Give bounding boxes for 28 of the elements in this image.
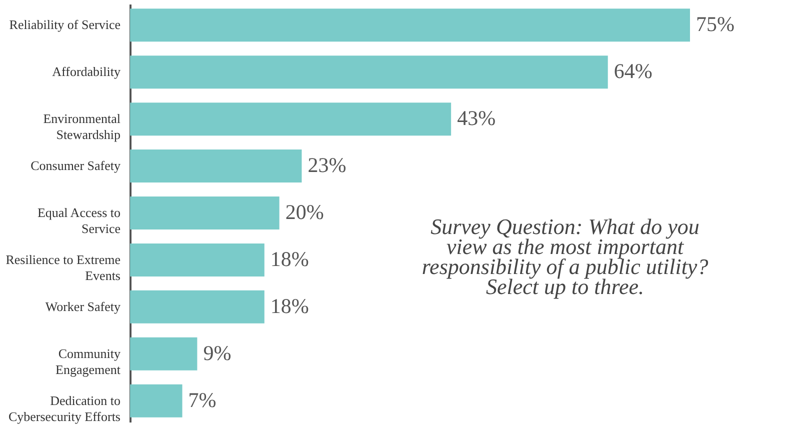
y-tick-label: Environmental Stewardship: [43, 111, 121, 142]
data-label: 64%: [614, 59, 652, 84]
y-tick-label: Consumer Safety: [30, 158, 121, 174]
data-label: 9%: [203, 340, 232, 365]
bar: [130, 290, 264, 324]
y-tick-label: Worker Safety: [45, 298, 121, 314]
y-tick-label: Affordability: [52, 64, 121, 80]
y-tick-label: Resilience to Extreme Events: [6, 252, 121, 283]
bar: [130, 56, 608, 89]
bar: [130, 102, 452, 136]
y-tick-label: Equal Access to Service: [37, 205, 121, 236]
annotation: Survey Question: What do you view as the most important responsibility of a public utility? Select up to three.: [422, 214, 708, 299]
data-label: 7%: [188, 388, 216, 412]
bar: [130, 150, 302, 183]
y-tick-label: Dedication to Cybersecurity Efforts: [8, 392, 120, 424]
data-label: 18%: [270, 294, 309, 318]
data-label: 18%: [270, 246, 309, 271]
y-tick-label: Community Engagement: [56, 346, 121, 377]
y-tick-label: Reliability of Service: [9, 17, 121, 32]
data-label: 75%: [696, 12, 734, 36]
data-label: 43%: [457, 106, 496, 130]
data-label: 23%: [308, 153, 346, 178]
bar: [130, 337, 198, 370]
bar: [130, 243, 264, 276]
bar: [130, 384, 182, 418]
bar: [130, 8, 690, 42]
bar: [130, 196, 280, 230]
data-label: 20%: [285, 200, 324, 224]
